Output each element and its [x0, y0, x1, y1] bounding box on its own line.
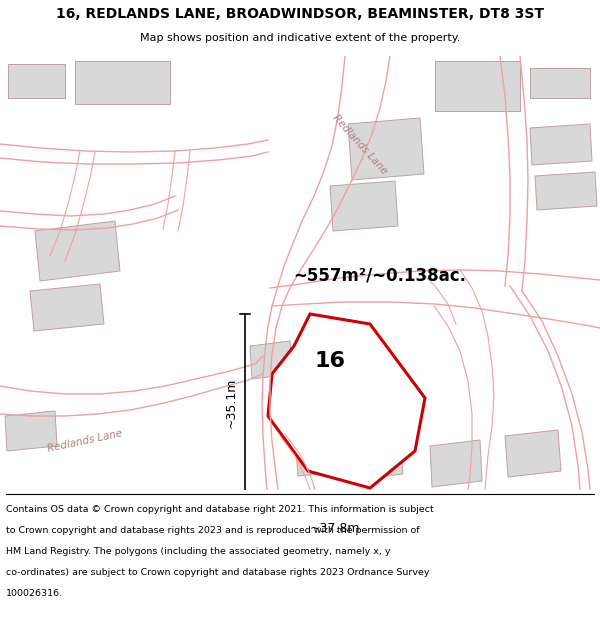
Text: ~35.1m: ~35.1m: [224, 378, 238, 428]
Polygon shape: [505, 430, 561, 477]
Polygon shape: [530, 124, 592, 165]
Text: ~557m²/~0.138ac.: ~557m²/~0.138ac.: [293, 267, 467, 285]
Text: HM Land Registry. The polygons (including the associated geometry, namely x, y: HM Land Registry. The polygons (includin…: [6, 547, 391, 556]
Polygon shape: [430, 440, 482, 487]
Polygon shape: [268, 314, 425, 488]
Polygon shape: [350, 440, 403, 480]
Polygon shape: [535, 172, 597, 210]
Text: ~37.8m: ~37.8m: [310, 522, 360, 536]
Text: to Crown copyright and database rights 2023 and is reproduced with the permissio: to Crown copyright and database rights 2…: [6, 526, 419, 535]
Text: 16, REDLANDS LANE, BROADWINDSOR, BEAMINSTER, DT8 3ST: 16, REDLANDS LANE, BROADWINDSOR, BEAMINS…: [56, 7, 544, 21]
Polygon shape: [348, 118, 424, 180]
Text: Map shows position and indicative extent of the property.: Map shows position and indicative extent…: [140, 33, 460, 43]
Polygon shape: [295, 431, 348, 476]
Polygon shape: [5, 411, 57, 451]
Polygon shape: [330, 181, 398, 231]
Text: Redlands Lane: Redlands Lane: [331, 112, 389, 176]
Text: co-ordinates) are subject to Crown copyright and database rights 2023 Ordnance S: co-ordinates) are subject to Crown copyr…: [6, 568, 430, 577]
Polygon shape: [8, 64, 65, 98]
Text: Contains OS data © Crown copyright and database right 2021. This information is : Contains OS data © Crown copyright and d…: [6, 505, 434, 514]
Text: 100026316.: 100026316.: [6, 589, 63, 598]
Polygon shape: [435, 61, 520, 111]
Polygon shape: [75, 61, 170, 104]
Polygon shape: [250, 341, 292, 379]
Polygon shape: [530, 68, 590, 98]
Polygon shape: [30, 284, 104, 331]
Polygon shape: [35, 221, 120, 281]
Text: Redlands Lane: Redlands Lane: [47, 428, 124, 454]
Text: 16: 16: [314, 351, 346, 371]
